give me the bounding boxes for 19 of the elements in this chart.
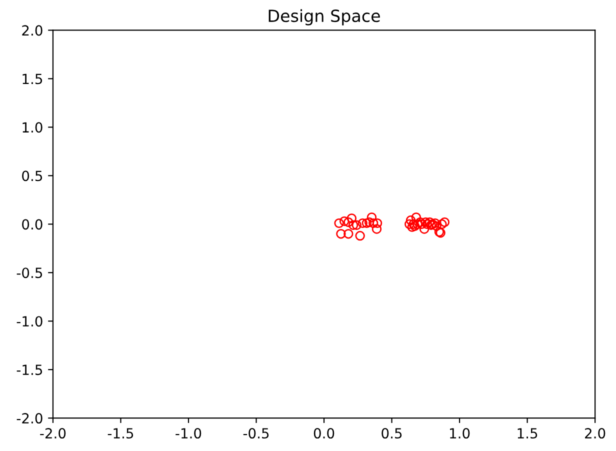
y-tick-label: 0.0 bbox=[22, 219, 42, 230]
y-tick-label: -2.0 bbox=[16, 413, 42, 424]
x-tick-label: 1.5 bbox=[518, 428, 538, 439]
x-tick-label: 1.0 bbox=[450, 428, 470, 439]
x-tick-label: -1.0 bbox=[176, 428, 202, 439]
y-tick-label: 2.0 bbox=[22, 25, 42, 36]
y-tick-label: 0.5 bbox=[22, 170, 42, 182]
x-tick-label: 0.5 bbox=[382, 428, 402, 439]
y-tick-label: -1.5 bbox=[16, 364, 42, 376]
x-tick-label: -2.0 bbox=[40, 428, 66, 439]
x-tick-label: -1.5 bbox=[108, 428, 134, 439]
y-tick-label: -1.0 bbox=[16, 316, 42, 327]
chart-title: Design Space bbox=[268, 9, 380, 26]
x-tick-label: 0.0 bbox=[314, 428, 334, 439]
y-tick-label: 1.0 bbox=[22, 122, 42, 133]
y-tick-label: 1.5 bbox=[22, 74, 42, 84]
y-tick-label: -0.5 bbox=[16, 268, 42, 278]
x-tick-label: -0.5 bbox=[243, 428, 269, 439]
x-tick-label: 2.0 bbox=[585, 428, 606, 439]
